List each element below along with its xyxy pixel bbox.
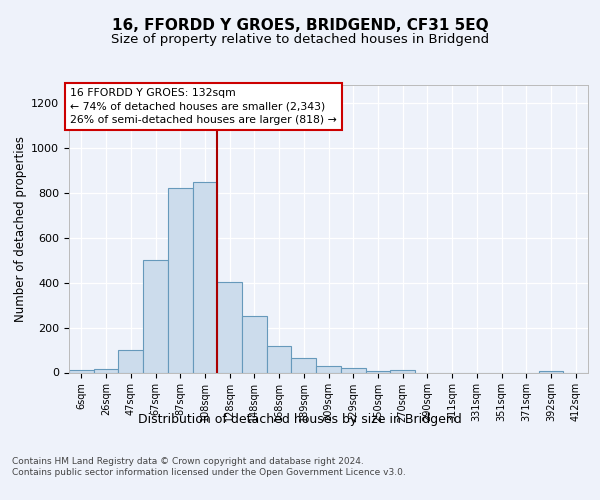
Text: 16 FFORDD Y GROES: 132sqm
← 74% of detached houses are smaller (2,343)
26% of se: 16 FFORDD Y GROES: 132sqm ← 74% of detac… [70,88,337,125]
Bar [390,370,415,372]
Bar [341,368,365,372]
Bar [316,366,341,372]
Bar [143,260,168,372]
Bar [69,370,94,372]
Bar [168,188,193,372]
Y-axis label: Number of detached properties: Number of detached properties [14,136,27,322]
Bar [193,182,217,372]
Text: Contains HM Land Registry data © Crown copyright and database right 2024.
Contai: Contains HM Land Registry data © Crown c… [12,458,406,477]
Bar [365,370,390,372]
Bar [292,358,316,372]
Bar [94,369,118,372]
Bar [217,282,242,372]
Bar [267,346,292,372]
Text: Distribution of detached houses by size in Bridgend: Distribution of detached houses by size … [138,412,462,426]
Text: Size of property relative to detached houses in Bridgend: Size of property relative to detached ho… [111,32,489,46]
Text: 16, FFORDD Y GROES, BRIDGEND, CF31 5EQ: 16, FFORDD Y GROES, BRIDGEND, CF31 5EQ [112,18,488,32]
Bar [242,316,267,372]
Bar [118,350,143,372]
